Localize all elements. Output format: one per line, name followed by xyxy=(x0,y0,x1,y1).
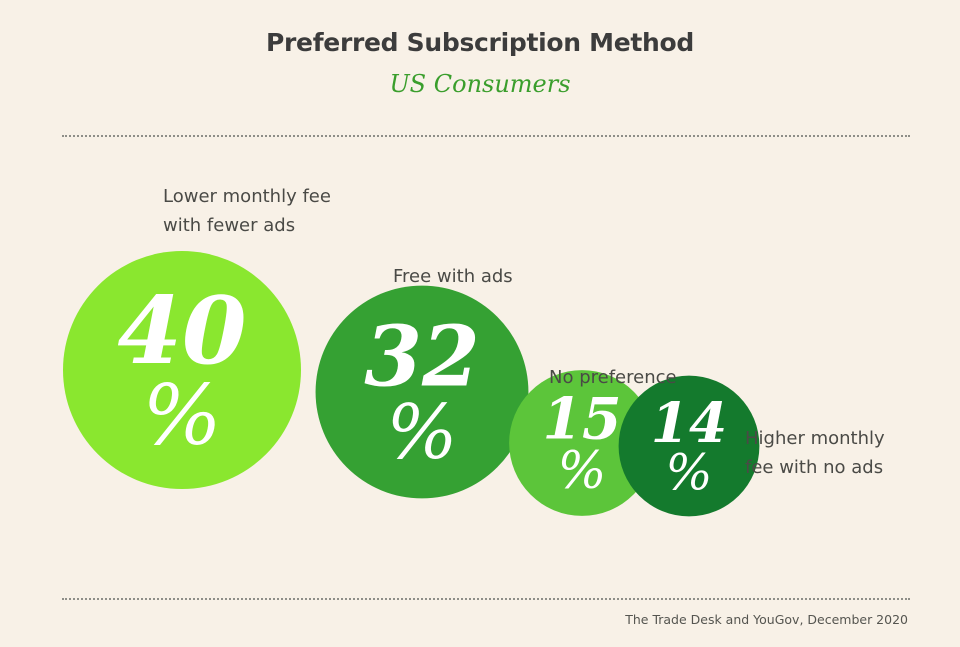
bubble-higher-fee xyxy=(618,375,760,517)
bubble-unit-higher-fee: % xyxy=(666,444,713,502)
bubble-value-higher-fee: 14 xyxy=(651,390,727,455)
bubble-value-free-with-ads: 32 xyxy=(364,308,480,406)
bubble-label-higher-fee: Higher monthly fee with no ads xyxy=(745,428,885,478)
bubble-label-no-preference: No preference xyxy=(549,367,677,388)
bubble-unit-no-preference: % xyxy=(558,441,607,501)
source-note: The Trade Desk and YouGov, December 2020 xyxy=(625,612,908,627)
chart-subtitle: US Consumers xyxy=(389,70,571,98)
bubble-label-free-with-ads: Free with ads xyxy=(393,266,513,287)
bubble-unit-free-with-ads: % xyxy=(387,389,458,476)
chart-title: Preferred Subscription Method xyxy=(266,28,694,57)
bubble-lower-fee xyxy=(63,251,301,489)
bubble-value-no-preference: 15 xyxy=(542,387,621,453)
bubble-unit-lower-fee: % xyxy=(142,366,221,464)
bubble-value-lower-fee: 40 xyxy=(117,276,246,385)
top-divider xyxy=(62,135,910,137)
bubble-no-preference xyxy=(509,370,655,516)
bubble-label-lower-fee: Lower monthly fee with fewer ads xyxy=(163,186,331,236)
bottom-divider xyxy=(62,598,910,600)
bubble-free-with-ads xyxy=(315,285,529,499)
